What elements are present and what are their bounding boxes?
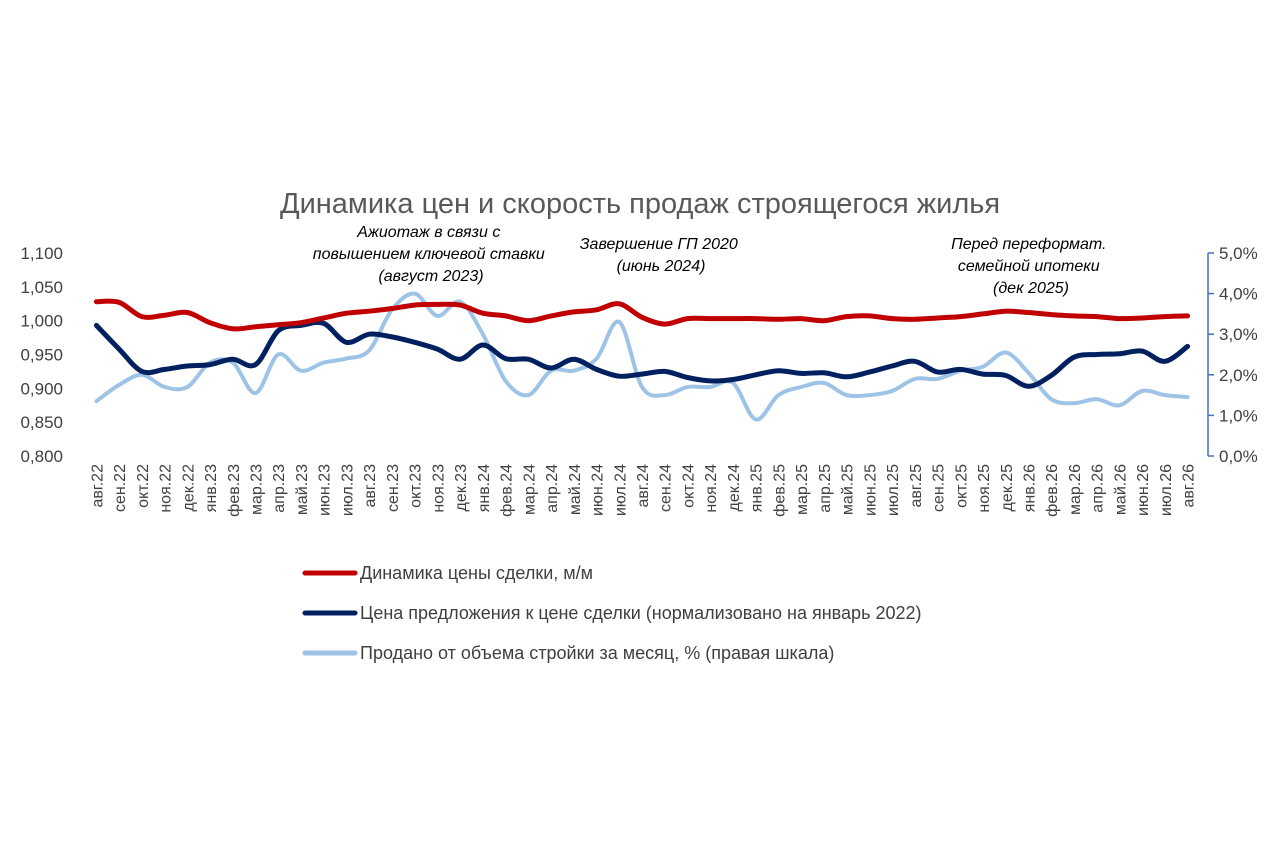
x-tick-label: фев.23 [226,464,243,517]
annotation-rush: Ажиотаж в связи с повышением ключевой ст… [313,224,549,285]
x-tick-label: янв.23 [203,464,220,512]
right-tick-label: 5,0% [1219,244,1258,263]
x-tick-label: дек.22 [180,464,197,512]
left-tick-label: 1,000 [20,312,63,331]
x-tick-label: мар.24 [521,464,538,515]
x-tick-label: апр.24 [544,464,561,513]
x-tick-label: дек.24 [726,464,743,512]
x-tick-label: авг.25 [908,464,925,508]
legend-label-sold-share: Продано от объема стройки за месяц, % (п… [360,643,834,663]
legend-item-offer-price: Цена предложения к цене сделки (нормализ… [302,603,921,623]
right-tick-label: 0,0% [1219,447,1258,466]
legend-item-sold-share: Продано от объема стройки за месяц, % (п… [302,643,834,663]
x-tick-label: окт.24 [680,464,697,508]
right-tick-label: 3,0% [1219,325,1258,344]
annotations: Ажиотаж в связи с повышением ключевой ст… [313,224,1111,297]
left-tick-label: 0,800 [20,447,63,466]
x-tick-label: сен.25 [931,464,948,512]
x-tick-label: янв.24 [476,464,493,512]
x-tick-label: фев.26 [1044,464,1061,517]
legend-label-deal-price: Динамика цены сделки, м/м [360,563,593,583]
x-tick-label: май.26 [1112,464,1129,515]
x-tick-label: фев.25 [771,464,788,517]
legend-item-deal-price: Динамика цены сделки, м/м [302,563,593,583]
left-tick-label: 0,900 [20,379,63,398]
annotation-gp2020: Завершение ГП 2020 (июнь 2024) [580,236,743,275]
x-tick-label: мар.26 [1067,464,1084,515]
x-tick-label: апр.25 [817,464,834,513]
left-axis: 0,800 0,850 0,900 0,950 1,000 1,050 1,100 [20,244,63,466]
x-tick-label: ноя.23 [430,464,447,513]
series-lines [93,291,1191,422]
x-tick-label: май.24 [567,464,584,515]
right-tick-label: 4,0% [1219,285,1258,304]
x-tick-label: авг.24 [635,464,652,508]
left-tick-label: 0,850 [20,413,63,432]
left-tick-label: 0,950 [20,346,63,365]
left-tick-label: 1,100 [20,244,63,263]
x-tick-label: ноя.24 [703,464,720,513]
left-tick-label: 1,050 [20,278,63,297]
x-tick-label: апр.26 [1090,464,1107,513]
x-tick-label: июн.24 [590,464,607,516]
x-tick-label: ноя.25 [976,464,993,513]
series-line-deal-price [93,298,1191,332]
x-tick-label: июл.23 [339,464,356,516]
x-tick-label: дек.23 [453,464,470,512]
x-tick-label: авг.22 [89,464,106,508]
x-tick-label: авг.23 [362,464,379,508]
chart-title: Динамика цен и скорость продаж строящего… [280,188,1000,220]
x-tick-label: май.25 [840,464,857,515]
x-tick-label: мар.23 [249,464,266,515]
legend: Динамика цены сделки, м/м Цена предложен… [302,563,921,663]
x-tick-label: июн.26 [1135,464,1152,516]
x-tick-label: окт.25 [953,464,970,508]
x-axis: авг.22 сен.22 окт.22 ноя.22 дек.22 янв.23 фев.… [89,464,1197,517]
x-tick-label: окт.23 [408,464,425,508]
x-tick-label: фев.24 [499,464,516,517]
x-tick-label: окт.22 [135,464,152,508]
series-line-sold-share [94,291,1190,422]
x-tick-label: янв.25 [749,464,766,512]
series-line-offer-price [93,319,1191,389]
legend-label-offer-price: Цена предложения к цене сделки (нормализ… [360,603,921,623]
x-tick-label: июл.26 [1158,464,1175,516]
x-tick-label: сен.24 [658,464,675,512]
annotation-family-mortgage: Перед переформат. семейной ипотеки (дек … [951,236,1111,297]
x-tick-label: июн.23 [317,464,334,516]
x-tick-label: июл.24 [612,464,629,516]
right-tick-label: 1,0% [1219,406,1258,425]
x-tick-label: июн.25 [862,464,879,516]
x-tick-label: дек.25 [999,464,1016,512]
x-tick-label: авг.26 [1181,464,1198,508]
x-tick-label: май.23 [294,464,311,515]
x-tick-label: янв.26 [1021,464,1038,512]
x-tick-label: ноя.22 [158,464,175,513]
x-tick-label: мар.25 [794,464,811,515]
right-tick-label: 2,0% [1219,366,1258,385]
x-tick-label: апр.23 [271,464,288,513]
right-axis: 0,0% 1,0% 2,0% 3,0% 4,0% 5,0% [1207,244,1258,466]
x-tick-label: сен.23 [385,464,402,512]
x-tick-label: сен.22 [112,464,129,512]
x-tick-label: июл.25 [885,464,902,516]
